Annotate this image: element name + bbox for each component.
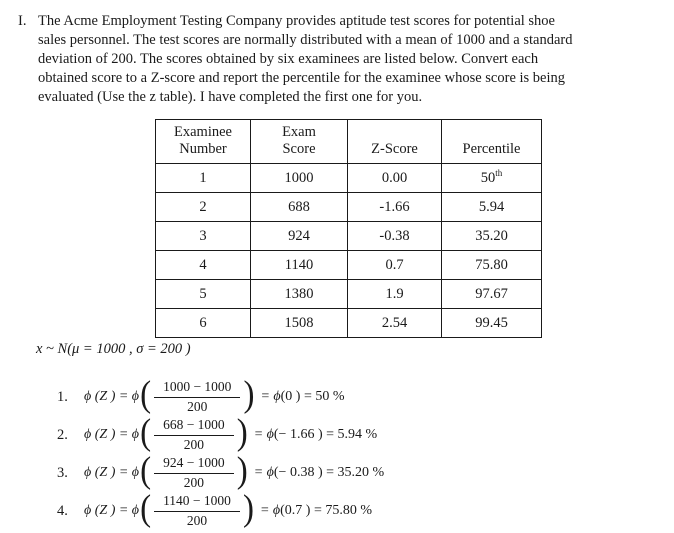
table-row: 4 1140 0.7 75.80 xyxy=(155,250,542,280)
equation-lhs: ϕ (Z ) = ϕ xyxy=(84,465,140,480)
fraction: 924 − 1000 200 xyxy=(154,455,234,491)
header-z-score: Z-Score xyxy=(347,119,442,164)
equation-lhs: ϕ (Z ) = ϕ xyxy=(84,427,140,442)
equation-mid: = ϕ xyxy=(259,503,281,518)
table-row: 6 1508 2.54 99.45 xyxy=(155,308,542,338)
close-paren: ) xyxy=(236,412,248,453)
scores-table-body: 1 1000 0.00 50th 2 688 -1.66 5.94 3 924 … xyxy=(155,163,542,338)
equation-number: 3. xyxy=(57,464,68,481)
cell-score: 1000 xyxy=(250,163,348,193)
fraction-numerator: 668 − 1000 xyxy=(154,417,234,436)
close-paren: ) xyxy=(236,450,248,491)
open-paren: ( xyxy=(140,374,152,415)
cell-z: 2.54 xyxy=(347,308,442,338)
scores-table-header: Examinee Number Exam Score Z-Score Perce… xyxy=(155,119,542,164)
header-exam-score: Exam Score xyxy=(250,119,348,164)
table-row: 1 1000 0.00 50th xyxy=(155,163,542,193)
header-percentile: Percentile xyxy=(441,119,542,164)
equation-result: (− 0.38 ) = 35.20 % xyxy=(273,465,385,480)
open-paren: ( xyxy=(140,412,152,453)
fraction-denominator: 200 xyxy=(187,399,208,414)
problem-numeral: I. xyxy=(18,13,27,29)
equation-4: 4. ϕ (Z ) = ϕ ( 1140 − 1000 200 ) = ϕ (0… xyxy=(57,488,384,530)
table-row: 5 1380 1.9 97.67 xyxy=(155,279,542,309)
problem-text: The Acme Employment Testing Company prov… xyxy=(38,13,573,105)
table-row: 3 924 -0.38 35.20 xyxy=(155,221,542,251)
equation-mid: = ϕ xyxy=(253,465,274,480)
open-paren: ( xyxy=(140,450,152,491)
cell-score: 688 xyxy=(250,192,348,222)
cell-percentile: 5.94 xyxy=(441,192,542,222)
fraction-denominator: 200 xyxy=(183,475,204,490)
cell-z: 0.7 xyxy=(347,250,442,280)
fraction: 1000 − 1000 200 xyxy=(154,379,241,415)
fraction-numerator: 1140 − 1000 xyxy=(154,493,240,512)
equation-lhs: ϕ (Z ) = ϕ xyxy=(84,503,140,518)
equation-1: 1. ϕ (Z ) = ϕ ( 1000 − 1000 200 ) = ϕ (0… xyxy=(57,374,384,416)
scores-table: Examinee Number Exam Score Z-Score Perce… xyxy=(155,119,542,338)
cell-examinee: 3 xyxy=(155,221,251,251)
open-paren: ( xyxy=(140,488,152,529)
cell-z: -0.38 xyxy=(347,221,442,251)
cell-score: 1140 xyxy=(250,250,348,280)
cell-z: 0.00 xyxy=(347,163,442,193)
table-header-row: Examinee Number Exam Score Z-Score Perce… xyxy=(155,119,542,164)
equation-lhs: ϕ (Z ) = ϕ xyxy=(84,389,140,404)
cell-examinee: 2 xyxy=(155,192,251,222)
percentile-ordinal-suffix: th xyxy=(495,167,503,178)
fraction: 1140 − 1000 200 xyxy=(154,493,240,529)
cell-examinee: 1 xyxy=(155,163,251,193)
cell-percentile: 35.20 xyxy=(441,221,542,251)
equation-number: 1. xyxy=(57,388,68,405)
table-row: 2 688 -1.66 5.94 xyxy=(155,192,542,222)
cell-examinee: 5 xyxy=(155,279,251,309)
equation-mid: = ϕ xyxy=(260,389,281,404)
cell-percentile: 97.67 xyxy=(441,279,542,309)
equation-mid: = ϕ xyxy=(253,427,274,442)
equation-number: 2. xyxy=(57,426,68,443)
cell-percentile: 75.80 xyxy=(441,250,542,280)
cell-z: 1.9 xyxy=(347,279,442,309)
equation-2: 2. ϕ (Z ) = ϕ ( 668 − 1000 200 ) = ϕ (− … xyxy=(57,412,384,454)
cell-score: 1508 xyxy=(250,308,348,338)
equation-3: 3. ϕ (Z ) = ϕ ( 924 − 1000 200 ) = ϕ (− … xyxy=(57,450,385,492)
fraction-numerator: 1000 − 1000 xyxy=(154,379,241,398)
cell-examinee: 6 xyxy=(155,308,251,338)
fraction-numerator: 924 − 1000 xyxy=(154,455,234,474)
cell-score: 1380 xyxy=(250,279,348,309)
cell-percentile: 50th xyxy=(441,163,542,193)
fraction-denominator: 200 xyxy=(183,437,204,452)
percentile-value: 50 xyxy=(480,169,496,186)
equation-number: 4. xyxy=(57,502,68,519)
close-paren: ) xyxy=(242,488,254,529)
equation-result: (− 1.66 ) = 5.94 % xyxy=(273,427,378,442)
fraction: 668 − 1000 200 xyxy=(154,417,234,453)
equation-result: (0 ) = 50 % xyxy=(280,389,345,404)
cell-examinee: 4 xyxy=(155,250,251,280)
equations-list: 1. ϕ (Z ) = ϕ ( 1000 − 1000 200 ) = ϕ (0… xyxy=(57,374,385,530)
cell-z: -1.66 xyxy=(347,192,442,222)
cell-score: 924 xyxy=(250,221,348,251)
close-paren: ) xyxy=(243,374,255,415)
header-examinee-number: Examinee Number xyxy=(155,119,251,164)
problem-statement: I. The Acme Employment Testing Company p… xyxy=(18,12,572,107)
equation-result: (0.7 ) = 75.80 % xyxy=(280,503,373,518)
distribution-notation: x ~ N(μ = 1000 , σ = 200 ) xyxy=(36,341,191,357)
cell-percentile: 99.45 xyxy=(441,308,542,338)
fraction-denominator: 200 xyxy=(186,513,208,528)
